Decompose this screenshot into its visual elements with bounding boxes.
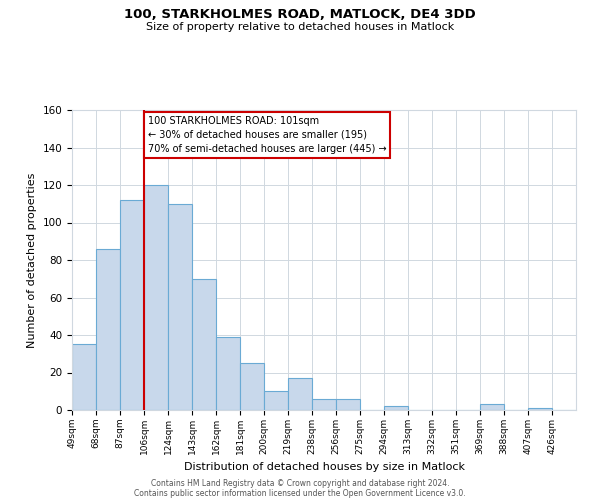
Bar — [480, 404, 504, 410]
Bar — [264, 391, 288, 410]
Bar — [528, 408, 552, 410]
Bar — [312, 399, 336, 410]
Bar — [192, 279, 216, 410]
Bar — [288, 378, 312, 410]
Bar — [144, 185, 168, 410]
Bar — [384, 406, 408, 410]
Y-axis label: Number of detached properties: Number of detached properties — [27, 172, 37, 348]
Bar — [336, 399, 360, 410]
Bar — [168, 204, 192, 410]
Bar — [240, 363, 264, 410]
Text: 100, STARKHOLMES ROAD, MATLOCK, DE4 3DD: 100, STARKHOLMES ROAD, MATLOCK, DE4 3DD — [124, 8, 476, 20]
Text: Contains HM Land Registry data © Crown copyright and database right 2024.: Contains HM Land Registry data © Crown c… — [151, 478, 449, 488]
Bar — [120, 200, 144, 410]
X-axis label: Distribution of detached houses by size in Matlock: Distribution of detached houses by size … — [184, 462, 464, 472]
Text: 100 STARKHOLMES ROAD: 101sqm
← 30% of detached houses are smaller (195)
70% of s: 100 STARKHOLMES ROAD: 101sqm ← 30% of de… — [148, 116, 386, 154]
Text: Contains public sector information licensed under the Open Government Licence v3: Contains public sector information licen… — [134, 488, 466, 498]
Text: Size of property relative to detached houses in Matlock: Size of property relative to detached ho… — [146, 22, 454, 32]
Bar — [96, 248, 120, 410]
Bar — [216, 337, 240, 410]
Bar — [72, 344, 96, 410]
